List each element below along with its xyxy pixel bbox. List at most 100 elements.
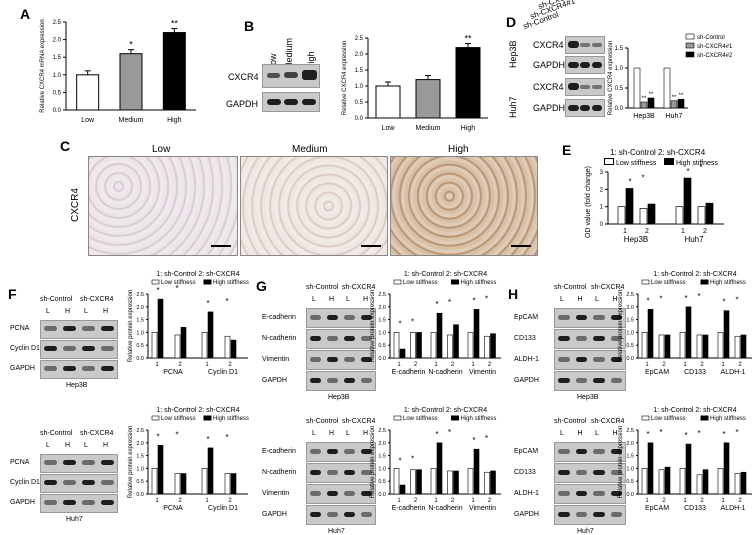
x-tick-label: 2	[178, 498, 182, 504]
row-label: N-cadherin	[262, 468, 297, 476]
group-label: PCNA	[163, 505, 183, 512]
legend-top: 1: sh-Control 2: sh-CXCR4	[653, 271, 736, 278]
y-tick-label: 1.0	[626, 466, 634, 472]
significance-mark: *	[129, 40, 133, 50]
x-tick-label: Low	[81, 117, 95, 124]
blot-strip	[306, 484, 376, 504]
y-tick-label: 3	[600, 170, 604, 176]
x-tick-label: 2	[700, 362, 704, 368]
bar	[723, 310, 730, 359]
lane-label: H	[103, 442, 109, 449]
significance-mark: *	[641, 173, 644, 182]
y-tick-label: 0.5	[136, 479, 144, 485]
y-tick-label: 2.0	[53, 38, 62, 44]
blot-strip	[306, 463, 376, 483]
d-strip-4	[565, 99, 605, 117]
group-label: N-cadherin	[428, 369, 462, 376]
c-col-low: Low	[152, 144, 171, 155]
y-tick-label: 1.5	[53, 55, 62, 61]
y-tick-label: 0.0	[615, 106, 624, 112]
y-tick-label: 1.0	[136, 330, 144, 336]
significance-mark: *	[448, 298, 451, 307]
header-shcxcr4: sh-CXCR4	[342, 418, 376, 425]
lane-label: L	[312, 430, 316, 437]
bar	[151, 468, 158, 495]
bar	[157, 445, 164, 495]
legend-label: Low stiffness	[403, 280, 438, 286]
micrograph-high	[390, 156, 538, 256]
legend-top: 1: sh-Control 2: sh-CXCR4	[653, 407, 736, 414]
legend-label: sh-CXCR4#2	[697, 53, 733, 59]
bar	[467, 332, 474, 359]
y-tick-label: 2.5	[136, 292, 144, 298]
x-tick-label: 1	[683, 362, 687, 368]
blot-strip	[554, 463, 626, 483]
bar	[174, 473, 181, 495]
bar	[696, 474, 703, 495]
row-label: ALDH-1	[514, 355, 539, 363]
bar	[683, 177, 692, 225]
blot-row-gapdh: GAPDH	[226, 99, 259, 109]
y-axis-label: Relative CXCR4 expression	[608, 41, 614, 115]
x-tick-label: 1	[397, 362, 401, 368]
group-label: E-cadherin	[392, 505, 426, 512]
y-tick-label: 1.0	[378, 330, 386, 336]
panel-label-c: C	[60, 138, 71, 154]
legend-label: Low stiffness	[161, 280, 196, 286]
x-tick-label: 1	[434, 362, 438, 368]
group-label: N-cadherin	[428, 505, 462, 512]
x-tick-label: 2	[738, 362, 742, 368]
legend-swatch	[700, 415, 709, 421]
x-tick-label: 1	[155, 498, 159, 504]
e-legend-low: Low stiffness	[604, 158, 656, 167]
legend-label: High stiffness	[461, 280, 497, 286]
bar	[393, 468, 400, 495]
bar	[702, 334, 709, 359]
y-tick-label: 1.5	[615, 46, 624, 52]
blot-strip	[306, 371, 376, 391]
bar	[180, 473, 187, 495]
bar	[416, 469, 422, 495]
blot-strip	[306, 442, 376, 462]
x-tick-label: 1	[721, 362, 725, 368]
blot-strip	[554, 350, 626, 370]
header-shcxcr4: sh-CXCR4	[591, 418, 625, 425]
row-label: GAPDH	[514, 510, 539, 518]
e-legend-high: High stiffness	[664, 158, 718, 167]
bar	[201, 468, 208, 495]
bar	[473, 309, 480, 359]
y-tick-label: 0.5	[136, 343, 144, 349]
bar	[617, 206, 626, 225]
lane-label: L	[560, 296, 564, 303]
d-strip-3	[565, 78, 605, 96]
y-tick-label: 0.5	[355, 100, 364, 106]
lane-label: H	[329, 296, 335, 303]
blot-strip	[554, 484, 626, 504]
y-tick-label: 1.5	[136, 454, 144, 460]
bar	[453, 324, 459, 359]
y-axis-label: OD value (fold change)	[585, 166, 592, 238]
x-tick-label: 1	[155, 362, 159, 368]
significance-mark: *	[686, 167, 689, 176]
group-label: Vimentin	[469, 369, 496, 376]
x-tick-label: Medium	[119, 117, 144, 124]
bar-low	[76, 74, 100, 111]
blot-strip	[554, 308, 626, 328]
x-tick-label: 2	[662, 362, 666, 368]
lane-label: L	[595, 296, 599, 303]
y-tick-label: 1.0	[355, 84, 364, 90]
bar	[410, 332, 416, 359]
bar	[410, 469, 416, 495]
legend-top: 1: sh-Control 2: sh-CXCR4	[156, 407, 239, 414]
panel-label-g: G	[256, 278, 267, 294]
x-tick-label: 1	[205, 498, 209, 504]
y-axis-label: Relative protein expression	[618, 290, 624, 362]
y-tick-label: 2.5	[378, 428, 386, 434]
bar-hep3b-2	[647, 97, 655, 109]
legend-swatch	[151, 415, 160, 421]
x-tick-label: 1	[681, 228, 685, 235]
bar	[664, 334, 671, 359]
x-tick-label: 2	[703, 228, 707, 235]
legend-top: 1: sh-Control 2: sh-CXCR4	[404, 271, 487, 278]
y-tick-label: 0.5	[378, 343, 386, 349]
